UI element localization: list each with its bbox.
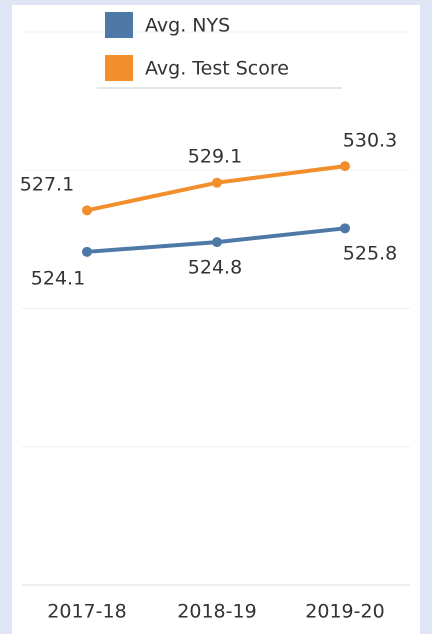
point (212, 237, 222, 248)
point (82, 205, 92, 216)
data-label: 524.1 (31, 268, 85, 290)
data-label: 525.8 (343, 243, 397, 265)
point (82, 246, 92, 257)
data-label: 529.1 (188, 146, 242, 168)
legend-swatch (105, 12, 133, 38)
data-label: 527.1 (20, 174, 74, 196)
x-tick-label: 2018-19 (177, 601, 256, 623)
legend-label: Avg. NYS (145, 15, 230, 37)
data-label: 530.3 (343, 130, 397, 152)
x-tick-label: 2017-18 (47, 601, 126, 623)
data-label: 524.8 (188, 257, 242, 279)
x-tick-label: 2019-20 (305, 601, 384, 623)
point (340, 161, 350, 172)
legend-label: Avg. Test Score (145, 58, 289, 80)
point (340, 223, 350, 234)
point (212, 177, 222, 188)
legend-swatch (105, 55, 133, 81)
panel (12, 5, 420, 634)
